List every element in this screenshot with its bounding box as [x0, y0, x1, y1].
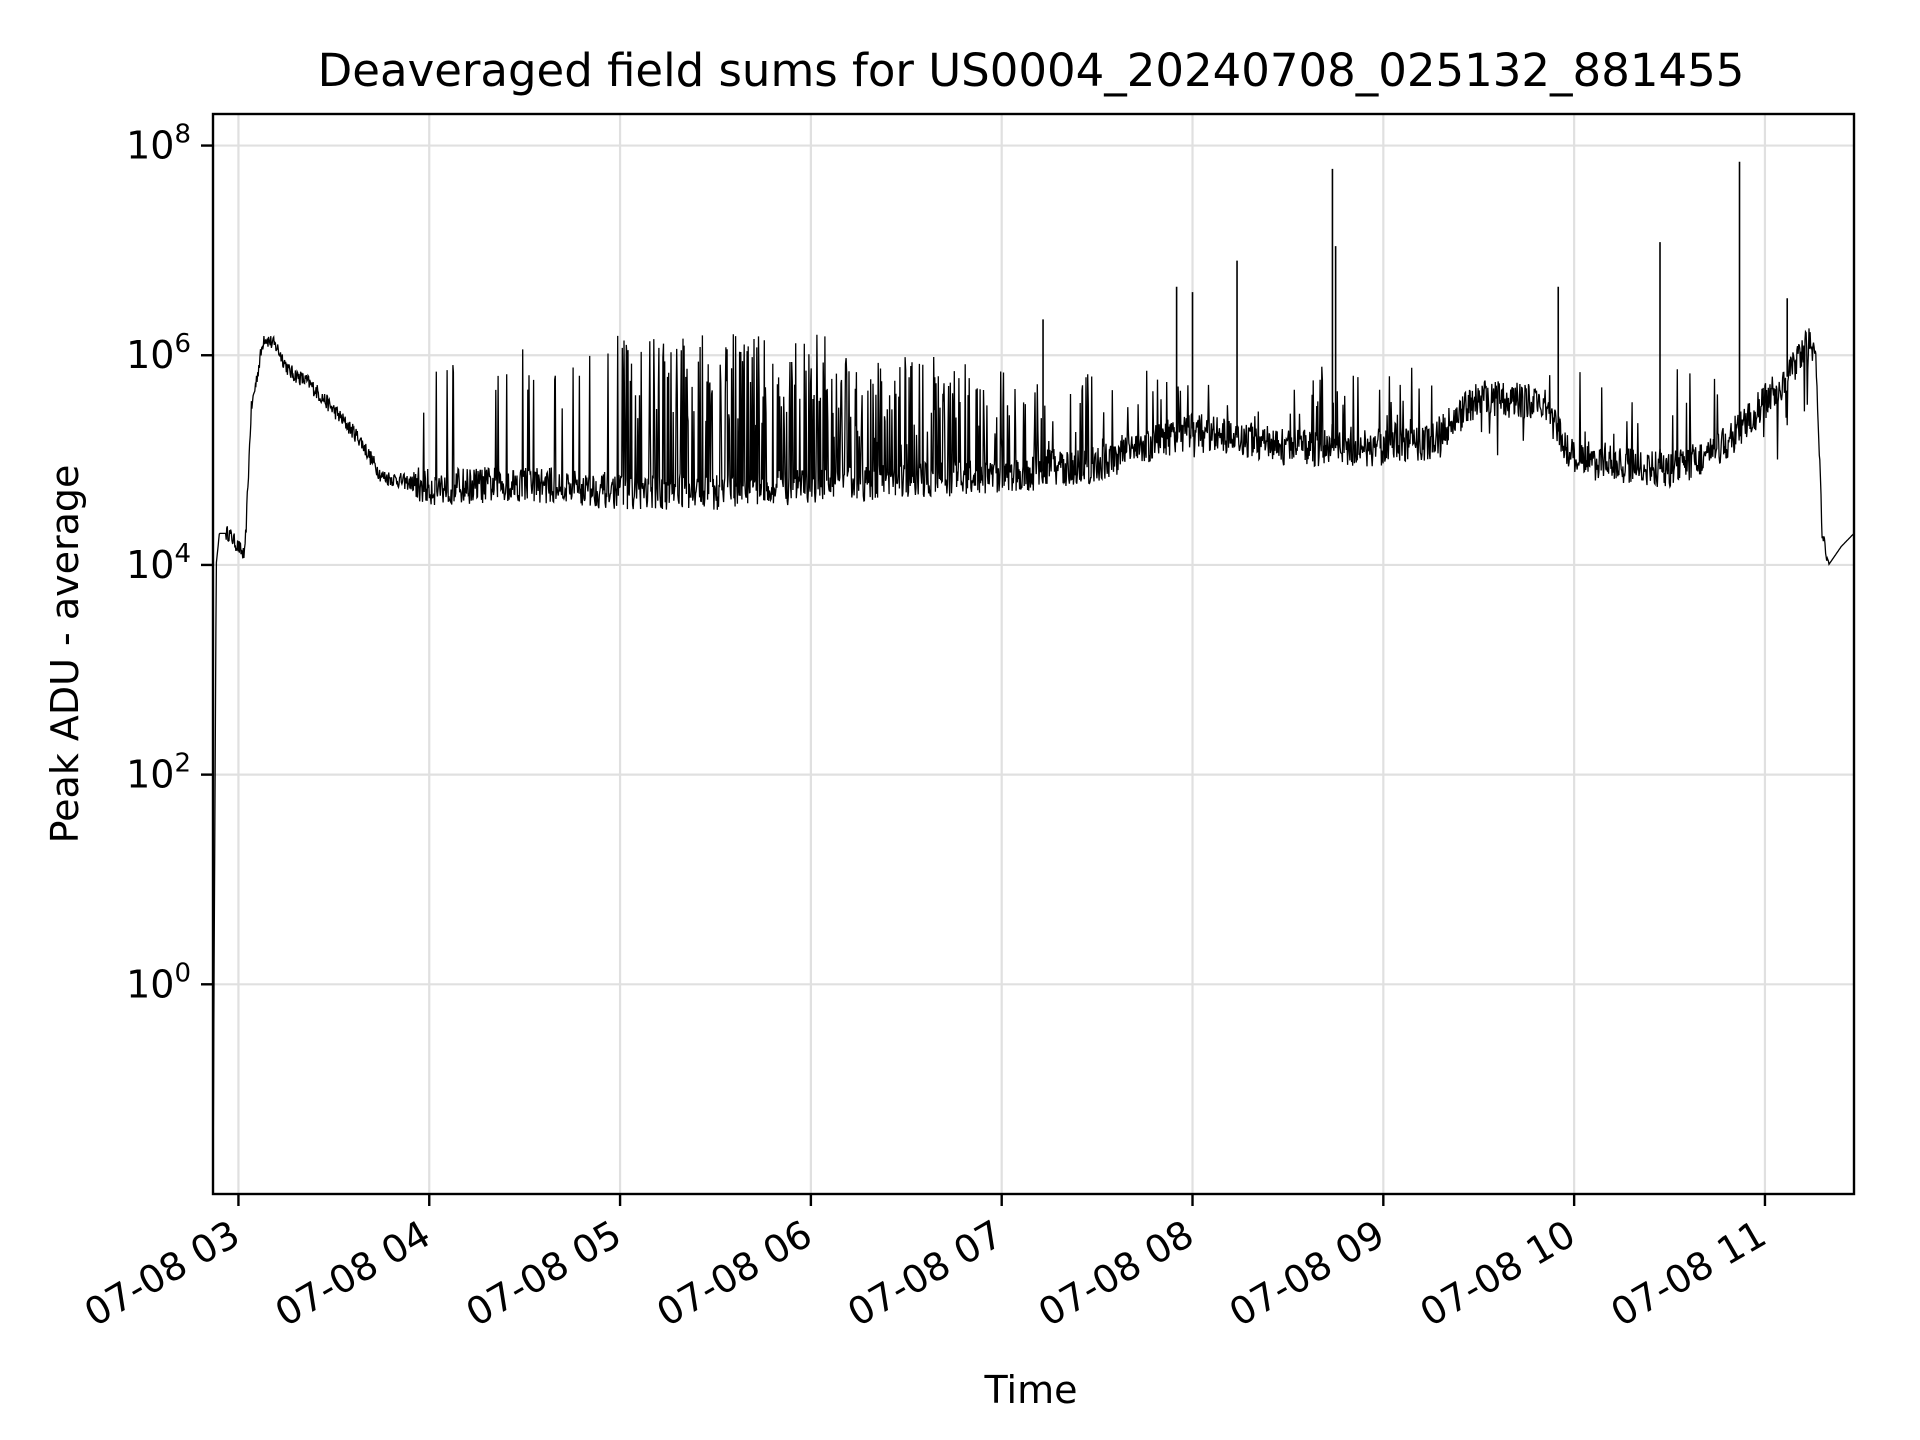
- y-axis: 100 102 104 106 108: [126, 120, 213, 1006]
- y-tick-label: 102: [126, 749, 191, 797]
- y-tick-label: 100: [126, 958, 191, 1006]
- plot-frame: [211, 112, 1856, 1196]
- x-axis-label: Time: [984, 1368, 1078, 1412]
- series-line: [212, 328, 1855, 1195]
- data-line: [212, 161, 1855, 1195]
- chart-title: Deaveraged field sums for US0004_2024070…: [318, 44, 1745, 97]
- y-tick-label: 106: [126, 329, 191, 377]
- y-tick-label: 104: [126, 539, 191, 587]
- y-axis-label: Peak ADU - average: [43, 465, 87, 844]
- y-tick-label: 108: [126, 120, 191, 168]
